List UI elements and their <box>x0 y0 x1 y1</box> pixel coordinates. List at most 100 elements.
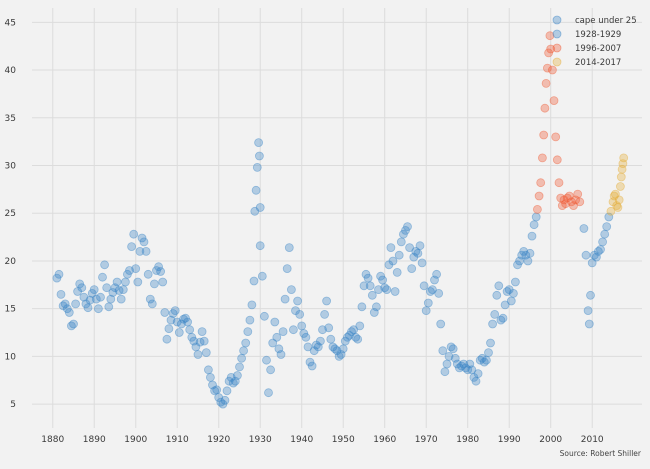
data-point <box>278 327 288 337</box>
x-tick-label: 1880 <box>41 435 64 445</box>
data-point <box>245 315 255 325</box>
data-point <box>562 193 572 203</box>
data-point <box>268 338 278 348</box>
data-point <box>575 197 585 207</box>
data-point <box>291 306 300 316</box>
data-point <box>614 195 624 205</box>
data-point <box>116 294 126 304</box>
data-point <box>557 201 567 211</box>
data-point <box>471 376 481 386</box>
data-point <box>220 395 230 405</box>
data-point <box>604 212 614 222</box>
data-point <box>133 277 143 287</box>
data-point <box>123 269 132 279</box>
data-point <box>259 311 269 321</box>
data-point <box>100 260 109 270</box>
data-point <box>81 299 91 309</box>
data-point <box>486 338 495 348</box>
data-point <box>324 323 334 333</box>
data-point <box>272 332 282 342</box>
data-point <box>355 321 365 331</box>
data-point <box>561 199 570 209</box>
data-point <box>226 372 236 382</box>
data-point <box>203 365 213 375</box>
data-point <box>334 351 344 361</box>
data-point <box>295 309 305 319</box>
data-point <box>166 315 176 325</box>
data-point <box>255 203 265 212</box>
data-point <box>212 385 222 395</box>
data-point <box>448 344 458 354</box>
data-point <box>546 44 556 54</box>
data-point <box>616 172 626 182</box>
data-point <box>224 376 234 386</box>
data-point <box>533 204 542 214</box>
data-point <box>484 348 493 358</box>
legend-label: 1928-1929 <box>575 30 621 40</box>
x-tick-label: 1930 <box>249 435 272 445</box>
data-point <box>288 325 298 335</box>
data-point <box>125 266 134 275</box>
x-tick-label: 1970 <box>415 435 438 445</box>
data-point <box>254 151 264 161</box>
data-point <box>365 281 375 291</box>
data-point <box>75 279 85 289</box>
data-point <box>596 245 605 254</box>
data-point <box>353 334 363 344</box>
data-point <box>442 359 452 369</box>
data-point <box>262 355 271 365</box>
data-point <box>270 317 280 327</box>
data-point <box>108 288 118 297</box>
data-point <box>473 369 483 379</box>
data-point <box>139 237 149 247</box>
data-point <box>71 299 80 309</box>
data-point <box>525 248 535 258</box>
data-point <box>394 250 404 260</box>
data-point <box>565 191 574 201</box>
data-point <box>208 380 217 390</box>
data-point <box>102 283 112 293</box>
data-point <box>608 197 618 207</box>
data-point <box>342 332 352 342</box>
data-point <box>616 182 625 191</box>
data-point <box>606 206 616 216</box>
data-point <box>357 302 367 312</box>
data-point <box>328 342 338 352</box>
data-point <box>143 269 153 279</box>
data-point <box>569 201 578 211</box>
data-point <box>477 353 487 363</box>
data-point <box>52 273 62 283</box>
data-point <box>461 363 471 373</box>
data-point <box>249 276 259 286</box>
data-point <box>619 153 629 163</box>
data-point <box>67 321 76 331</box>
data-point <box>543 63 552 73</box>
y-tick-label: 15 <box>5 305 16 315</box>
data-point <box>388 256 398 266</box>
data-point <box>602 222 612 232</box>
data-point <box>110 283 120 293</box>
x-tick-label: 1900 <box>124 435 147 445</box>
data-point <box>549 96 559 105</box>
data-point <box>218 399 228 409</box>
data-point <box>315 336 325 346</box>
data-point <box>548 65 557 75</box>
data-point <box>415 241 425 251</box>
data-point <box>201 348 211 358</box>
data-point <box>145 294 155 304</box>
data-point <box>423 298 433 308</box>
data-point <box>551 132 561 142</box>
data-point <box>147 299 157 309</box>
x-tick-label: 1990 <box>498 435 521 445</box>
data-point <box>371 302 381 312</box>
data-point <box>54 269 64 279</box>
data-point <box>118 285 128 295</box>
data-point <box>189 336 199 346</box>
data-point <box>496 315 506 325</box>
data-point <box>592 252 601 262</box>
data-point <box>79 292 89 302</box>
data-point <box>618 159 628 169</box>
data-point <box>538 153 547 163</box>
data-point <box>305 357 315 367</box>
